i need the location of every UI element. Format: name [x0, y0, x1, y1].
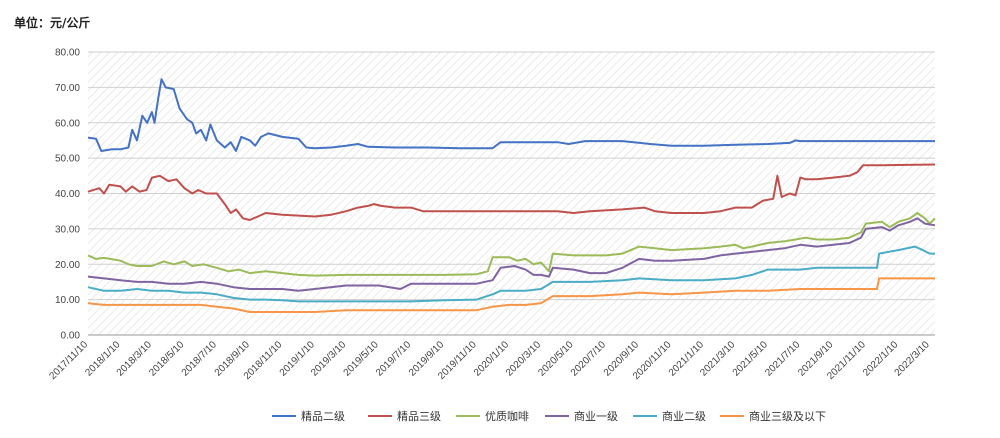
- series-line-5: [87, 277, 935, 313]
- y-axis: 0.00 10.00 20.00 30.00 40.00 50.00 60.00 70.00 8…: [55, 48, 935, 342]
- y-tick-label: 0.00: [61, 331, 81, 342]
- y-tick-label: 50.00: [55, 154, 80, 165]
- legend-label: 商业三级及以下: [749, 409, 826, 423]
- series-lines: [87, 78, 936, 313]
- y-tick-label: 20.00: [55, 260, 80, 271]
- y-tick-label: 10.00: [55, 295, 80, 306]
- legend-label: 精品二级: [301, 410, 345, 423]
- y-tick-label: 80.00: [55, 48, 80, 59]
- unit-label: 单位：元/公斤: [14, 16, 91, 30]
- legend: 精品二级 精品三级 优质咖啡 商业一级 商业二级 商业三级及以下: [272, 409, 826, 423]
- legend-label: 商业二级: [662, 409, 706, 423]
- series-line-0: [87, 78, 935, 152]
- y-tick-label: 70.00: [55, 83, 80, 94]
- y-tick-label: 60.00: [55, 118, 80, 129]
- series-line-3: [87, 217, 936, 292]
- series-line-1: [87, 163, 936, 221]
- x-tick-label: 2022/3/10: [893, 339, 933, 379]
- series-line-2: [87, 212, 936, 277]
- legend-label: 精品三级: [397, 410, 441, 423]
- series-line-4: [87, 245, 935, 303]
- x-axis: 2017/11/102018/1/102018/3/102018/5/10201…: [47, 339, 932, 382]
- y-tick-label: 40.00: [55, 189, 80, 200]
- x-tick-label: 2017/11/10: [47, 339, 90, 382]
- legend-label: 优质咖啡: [485, 409, 529, 423]
- legend-label: 商业一级: [574, 409, 618, 423]
- y-tick-label: 30.00: [55, 224, 80, 235]
